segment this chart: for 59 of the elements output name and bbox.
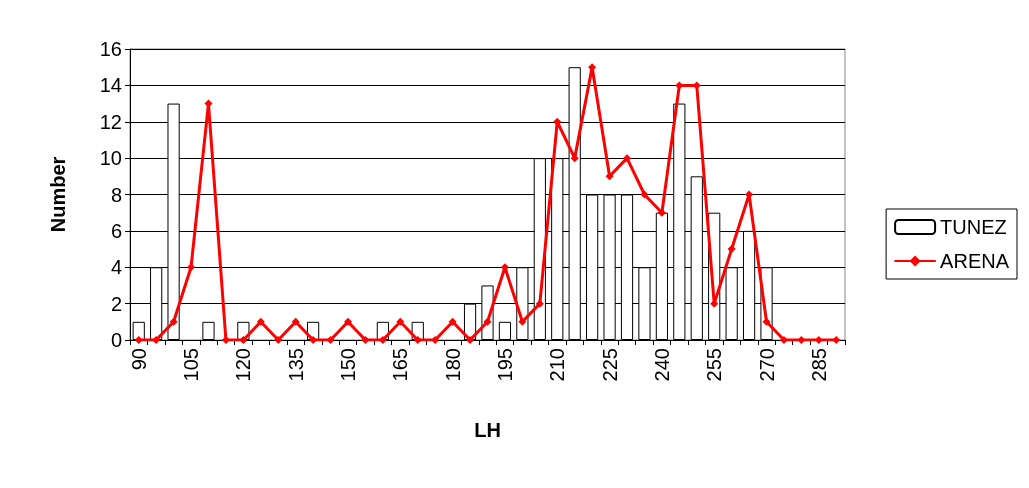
- point: [361, 336, 370, 344]
- point: [779, 336, 788, 344]
- x-tick-label: 270: [755, 348, 778, 382]
- y-tick-label: 16: [99, 38, 122, 60]
- y-tick-label: 8: [110, 183, 122, 206]
- point: [152, 336, 161, 344]
- point: [326, 336, 335, 344]
- y-tick-label: 4: [110, 256, 122, 279]
- x-tick-label: 255: [703, 348, 726, 382]
- x-tick-label: 285: [807, 348, 830, 382]
- y-axis-title: Number: [47, 156, 69, 233]
- x-tick-label: 165: [389, 348, 412, 382]
- point: [413, 336, 422, 344]
- point: [239, 336, 248, 344]
- point: [640, 190, 649, 199]
- x-tick-label: 240: [650, 348, 673, 382]
- point: [605, 172, 614, 181]
- legend-label: ARENA: [940, 250, 1010, 272]
- x-tick-label: 150: [336, 348, 359, 382]
- bar: [202, 321, 215, 340]
- point: [187, 263, 196, 272]
- point: [570, 154, 579, 163]
- point: [623, 154, 632, 163]
- point: [518, 317, 527, 326]
- point: [134, 336, 143, 344]
- point: [221, 336, 230, 344]
- bar: [498, 321, 512, 340]
- x-tick-label: 90: [127, 348, 150, 371]
- x-tick-label: 120: [232, 348, 255, 382]
- point: [797, 336, 806, 344]
- y-tick-label: 0: [110, 329, 122, 351]
- x-tick-label: 210: [546, 348, 569, 382]
- point: [343, 317, 352, 326]
- y-tick-label: 10: [99, 147, 122, 170]
- point: [483, 317, 492, 326]
- x-tick-label: 225: [598, 348, 621, 382]
- point: [274, 336, 283, 344]
- y-tick-label: 2: [110, 292, 122, 315]
- point: [396, 317, 405, 326]
- point: [762, 317, 771, 326]
- point: [448, 317, 457, 326]
- x-tick-label: 180: [441, 348, 464, 382]
- x-tick-label: 135: [284, 348, 307, 382]
- legend-label: TUNEZ: [940, 216, 1007, 238]
- point: [727, 245, 736, 254]
- point: [431, 336, 440, 344]
- y-tick-label: 6: [110, 219, 122, 242]
- x-tick-label: 105: [180, 348, 203, 382]
- y-tick-label: 12: [99, 110, 122, 133]
- point: [553, 117, 562, 126]
- point: [169, 317, 178, 326]
- point: [832, 336, 841, 344]
- point: [535, 299, 544, 308]
- point: [256, 317, 265, 326]
- point: [466, 336, 475, 344]
- point: [291, 317, 300, 326]
- x-tick-label: 195: [493, 348, 516, 382]
- x-axis-title: LH: [474, 419, 501, 441]
- y-tick-label: 14: [99, 74, 122, 97]
